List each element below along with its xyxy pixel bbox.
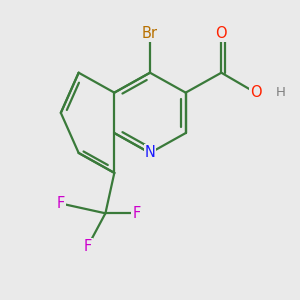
Text: F: F: [133, 206, 141, 221]
Text: F: F: [57, 196, 65, 211]
Text: H: H: [276, 86, 286, 99]
Text: O: O: [250, 85, 261, 100]
Text: O: O: [215, 26, 227, 41]
Text: N: N: [145, 146, 155, 160]
Text: F: F: [83, 239, 92, 254]
Text: Br: Br: [142, 26, 158, 41]
